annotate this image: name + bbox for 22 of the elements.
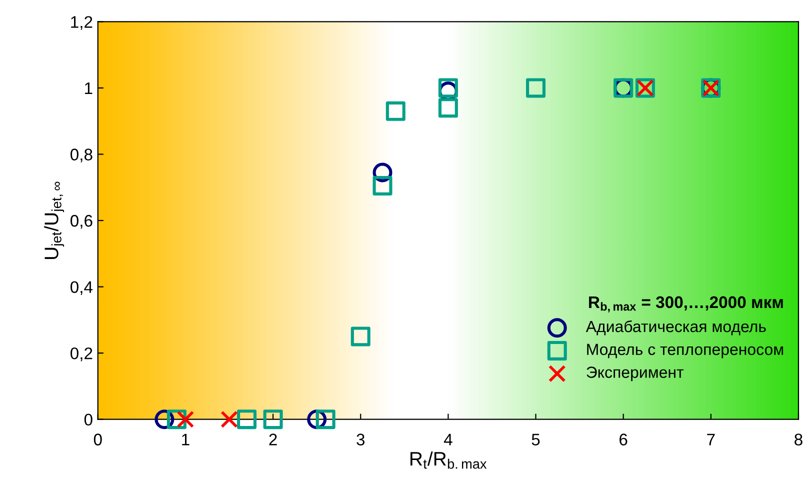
y-tick-label: 1,2 [71,16,92,30]
y-tick-label: 1 [85,82,92,94]
x-tick-label: 6 [620,434,628,446]
y-tick-label: 0,4 [70,281,93,295]
legend-label: Модель с теплопереносом [587,344,784,358]
x-tick-label: 0 [94,434,102,446]
x-tick-label: 8 [794,434,802,446]
y-tick-label: 0,2 [70,347,92,362]
y-tick-label: 0,6 [70,214,92,229]
y-tick-label: 0,8 [70,148,92,162]
x-tick-label: 7 [707,434,715,446]
y-axis-title: U$_{jet}$/U$_{jet,∞}$ [44,182,64,259]
x-tick-label: 2 [269,434,277,446]
x-tick-label: 1 [182,434,190,446]
legend-label: Адиабатическая модель [586,320,766,336]
y-tick-label: 0 [84,414,92,426]
x-axis-title: R$_{t}$/R$_{b.max}$ [410,451,487,469]
legend-label: Эксперимент [586,366,684,382]
x-tick-label: 4 [444,434,452,446]
x-tick-label: 5 [532,434,540,446]
legend-title: R$_{b,max}$ = 300,…,2000 мкм [589,296,783,312]
x-tick-label: 3 [356,434,365,446]
